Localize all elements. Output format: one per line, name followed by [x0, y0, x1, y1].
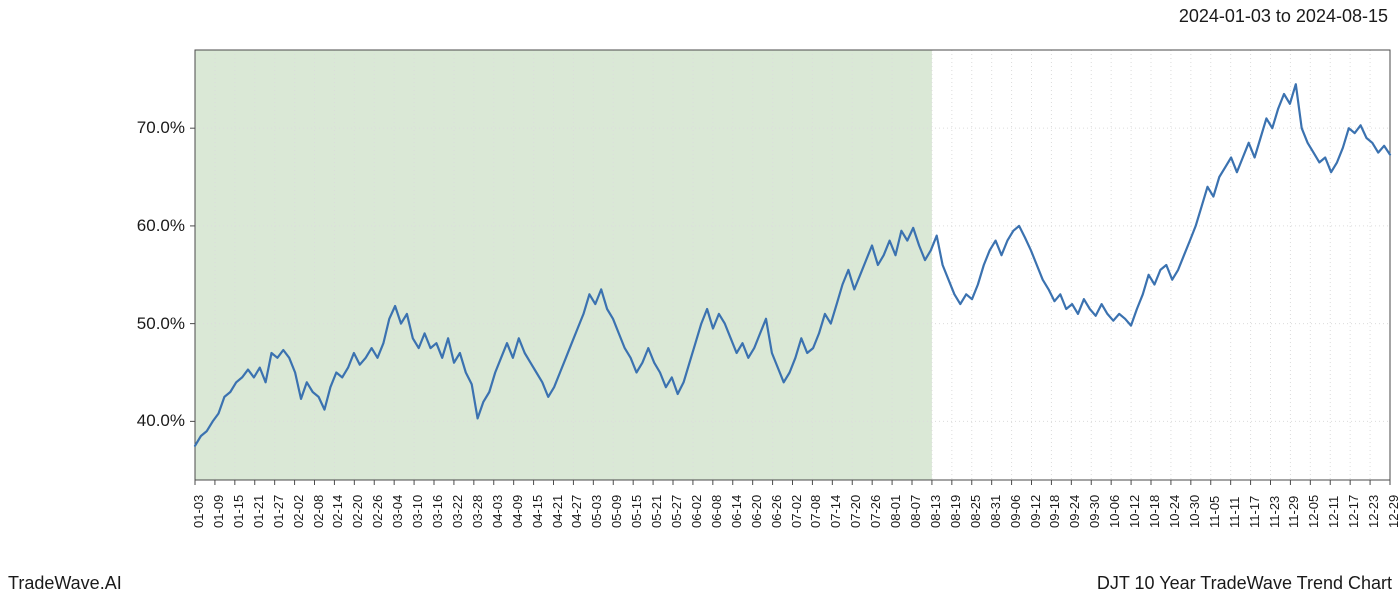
y-tick-label: 40.0%: [105, 411, 185, 431]
x-tick-label: 03-10: [410, 495, 425, 528]
x-tick-label: 06-08: [709, 495, 724, 528]
x-tick-label: 01-21: [251, 495, 266, 528]
x-tick-label: 02-20: [350, 495, 365, 528]
x-tick-label: 04-09: [510, 495, 525, 528]
footer-brand: TradeWave.AI: [8, 573, 122, 594]
x-tick-label: 08-07: [908, 495, 923, 528]
x-tick-label: 05-03: [589, 495, 604, 528]
x-tick-label: 08-01: [888, 495, 903, 528]
x-tick-label: 06-02: [689, 495, 704, 528]
x-tick-label: 12-05: [1306, 495, 1321, 528]
x-tick-label: 11-23: [1267, 496, 1282, 528]
x-tick-label: 05-09: [609, 495, 624, 528]
x-tick-label: 11-17: [1247, 496, 1262, 528]
x-tick-label: 10-12: [1127, 495, 1142, 528]
x-tick-label: 08-13: [928, 495, 943, 528]
x-tick-label: 10-18: [1147, 495, 1162, 528]
x-tick-label: 09-24: [1067, 495, 1082, 528]
x-tick-label: 07-14: [828, 495, 843, 528]
x-tick-label: 01-15: [231, 495, 246, 528]
x-tick-label: 11-29: [1286, 496, 1301, 528]
x-tick-label: 10-30: [1187, 495, 1202, 528]
x-tick-label: 04-03: [490, 495, 505, 528]
x-tick-label: 03-04: [390, 495, 405, 528]
x-tick-label: 07-20: [848, 495, 863, 528]
x-tick-label: 07-02: [789, 495, 804, 528]
y-tick-label: 60.0%: [105, 216, 185, 236]
trend-chart: 40.0% 50.0% 60.0% 70.0% 01-03 01-09 01-15 01-2…: [0, 40, 1400, 560]
x-tick-label: 02-08: [311, 495, 326, 528]
x-tick-label: 10-06: [1107, 495, 1122, 528]
x-tick-label: 06-20: [749, 495, 764, 528]
x-tick-label: 03-22: [450, 495, 465, 528]
x-tick-label: 04-27: [569, 495, 584, 528]
x-tick-label: 01-03: [191, 495, 206, 528]
x-tick-label: 12-11: [1326, 496, 1341, 528]
x-tick-label: 12-29: [1386, 495, 1400, 528]
y-tick-label: 70.0%: [105, 118, 185, 138]
x-tick-label: 01-09: [211, 495, 226, 528]
x-tick-label: 07-08: [808, 495, 823, 528]
y-tick-label: 50.0%: [105, 314, 185, 334]
x-tick-label: 04-15: [530, 495, 545, 528]
x-tick-label: 03-16: [430, 495, 445, 528]
x-tick-label: 10-24: [1167, 495, 1182, 528]
x-tick-label: 04-21: [550, 495, 565, 528]
x-tick-label: 08-19: [948, 495, 963, 528]
x-tick-label: 01-27: [271, 495, 286, 528]
x-tick-label: 09-12: [1028, 495, 1043, 528]
x-tick-label: 11-05: [1207, 496, 1222, 528]
x-tick-label: 02-02: [291, 495, 306, 528]
x-tick-label: 02-26: [370, 495, 385, 528]
x-tick-label: 05-27: [669, 495, 684, 528]
x-tick-label: 09-18: [1047, 495, 1062, 528]
x-tick-label: 11-11: [1227, 497, 1242, 528]
x-tick-label: 05-15: [629, 495, 644, 528]
x-tick-label: 08-31: [988, 495, 1003, 528]
x-tick-label: 12-17: [1346, 495, 1361, 528]
x-tick-label: 09-06: [1008, 495, 1023, 528]
date-range: 2024-01-03 to 2024-08-15: [1179, 6, 1388, 27]
x-tick-label: 09-30: [1087, 495, 1102, 528]
chart-title: DJT 10 Year TradeWave Trend Chart: [1097, 573, 1392, 594]
x-tick-label: 07-26: [868, 495, 883, 528]
x-tick-label: 06-26: [769, 495, 784, 528]
x-tick-label: 03-28: [470, 495, 485, 528]
x-tick-label: 06-14: [729, 495, 744, 528]
x-tick-label: 12-23: [1366, 495, 1381, 528]
x-tick-label: 02-14: [330, 495, 345, 528]
x-tick-label: 05-21: [649, 495, 664, 528]
x-tick-label: 08-25: [968, 495, 983, 528]
